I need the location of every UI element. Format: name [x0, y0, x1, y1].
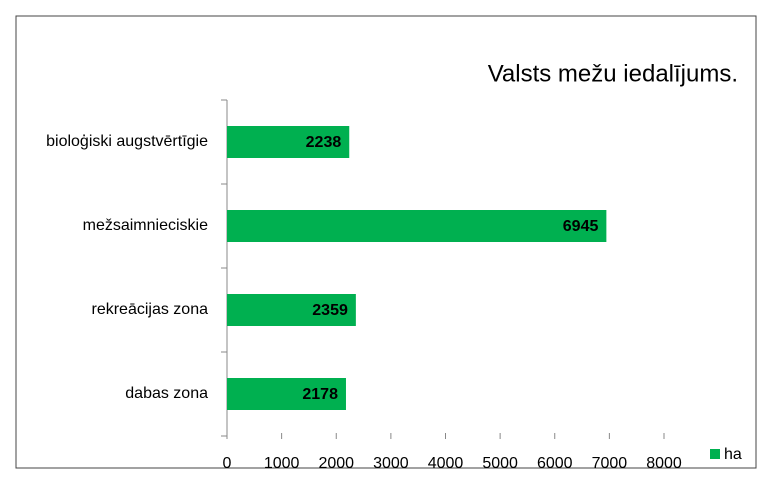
- y-tick-label: rekreācijas zona: [92, 301, 209, 318]
- x-tick-label: 4000: [428, 455, 464, 472]
- legend-label: ha: [724, 446, 742, 463]
- x-tick-label: 6000: [537, 455, 573, 472]
- x-tick-label: 5000: [482, 455, 518, 472]
- data-label: 2238: [306, 134, 342, 151]
- bar: [227, 126, 350, 158]
- x-tick-label: 0: [223, 455, 232, 472]
- x-tick-label: 1000: [264, 455, 300, 472]
- legend-swatch: [710, 449, 720, 459]
- x-tick-label: 2000: [318, 455, 354, 472]
- y-tick-label: mežsaimnieciskie: [83, 217, 208, 234]
- y-tick-label: dabas zona: [125, 385, 208, 402]
- data-label: 2178: [302, 386, 338, 403]
- x-tick-label: 8000: [646, 455, 682, 472]
- bar: [227, 210, 607, 242]
- bar: [227, 378, 346, 410]
- data-label: 2359: [312, 302, 348, 319]
- chart-title: Valsts mežu iedalījums.: [488, 60, 738, 87]
- data-label: 6945: [563, 218, 599, 235]
- x-tick-label: 3000: [373, 455, 409, 472]
- bar: [227, 294, 356, 326]
- x-tick-label: 7000: [592, 455, 628, 472]
- y-tick-label: bioloģiski augstvērtīgie: [46, 132, 208, 150]
